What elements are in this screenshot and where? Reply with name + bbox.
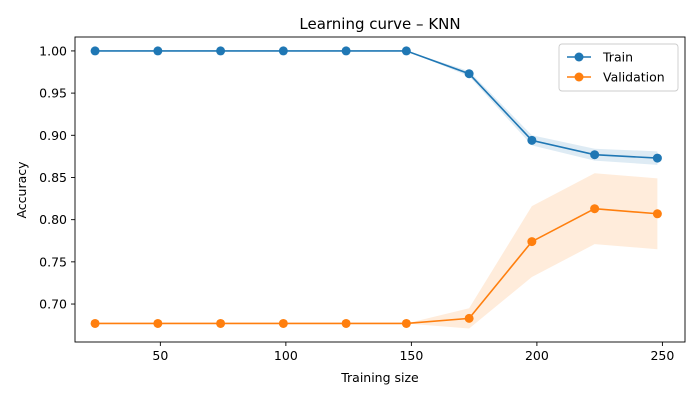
y-tick-label: 1.00 <box>39 43 67 58</box>
validation-point <box>216 318 226 328</box>
x-tick-label: 200 <box>525 348 549 363</box>
plot-frame <box>74 36 686 343</box>
legend-box <box>558 43 679 92</box>
series-points <box>90 46 662 328</box>
y-tick-label: 0.90 <box>39 128 67 143</box>
validation-point <box>527 237 537 247</box>
validation-point <box>464 313 474 323</box>
train-point <box>464 69 474 79</box>
x-tick-label: 100 <box>274 348 298 363</box>
legend-swatch-train-marker <box>574 52 584 62</box>
legend: Train Validation <box>558 43 679 92</box>
train-point <box>216 46 226 56</box>
y-axis-label: Accuracy <box>14 161 29 219</box>
x-tick-label: 250 <box>650 348 674 363</box>
train-point <box>401 46 411 56</box>
validation-line <box>95 207 658 325</box>
train-point <box>90 46 100 56</box>
validation-point <box>90 318 100 328</box>
x-axis-label: Training size <box>340 370 419 385</box>
y-tick-label: 0.85 <box>39 170 67 185</box>
validation-point <box>341 318 351 328</box>
validation-point <box>590 204 600 214</box>
y-tick-label: 0.95 <box>39 86 67 101</box>
validation-point <box>652 209 662 219</box>
legend-swatch-validation-marker <box>574 72 584 82</box>
train-point <box>590 150 600 160</box>
train-line <box>95 50 658 159</box>
train-band <box>95 50 658 165</box>
series-lines <box>95 50 658 325</box>
x-tick-label: 150 <box>399 348 423 363</box>
train-point <box>341 46 351 56</box>
validation-point <box>401 318 411 328</box>
train-point <box>527 135 537 145</box>
train-point <box>153 46 163 56</box>
train-point <box>278 46 288 56</box>
y-tick-label: 0.80 <box>39 212 67 227</box>
chart-title: Learning curve – KNN <box>299 15 460 33</box>
validation-band <box>95 173 658 329</box>
legend-label-train: Train <box>602 50 633 65</box>
y-tick-label: 0.75 <box>39 254 67 269</box>
train-point <box>652 153 662 163</box>
validation-point <box>278 318 288 328</box>
y-axis-ticks: 0.70 0.75 0.80 0.85 0.90 0.95 1.00 <box>39 43 75 312</box>
confidence-bands <box>95 50 658 329</box>
x-tick-label: 50 <box>152 348 168 363</box>
x-axis-ticks: 50 100 150 200 250 <box>152 342 674 363</box>
y-tick-label: 0.70 <box>39 297 67 312</box>
validation-point <box>153 318 163 328</box>
legend-label-validation: Validation <box>603 70 665 85</box>
